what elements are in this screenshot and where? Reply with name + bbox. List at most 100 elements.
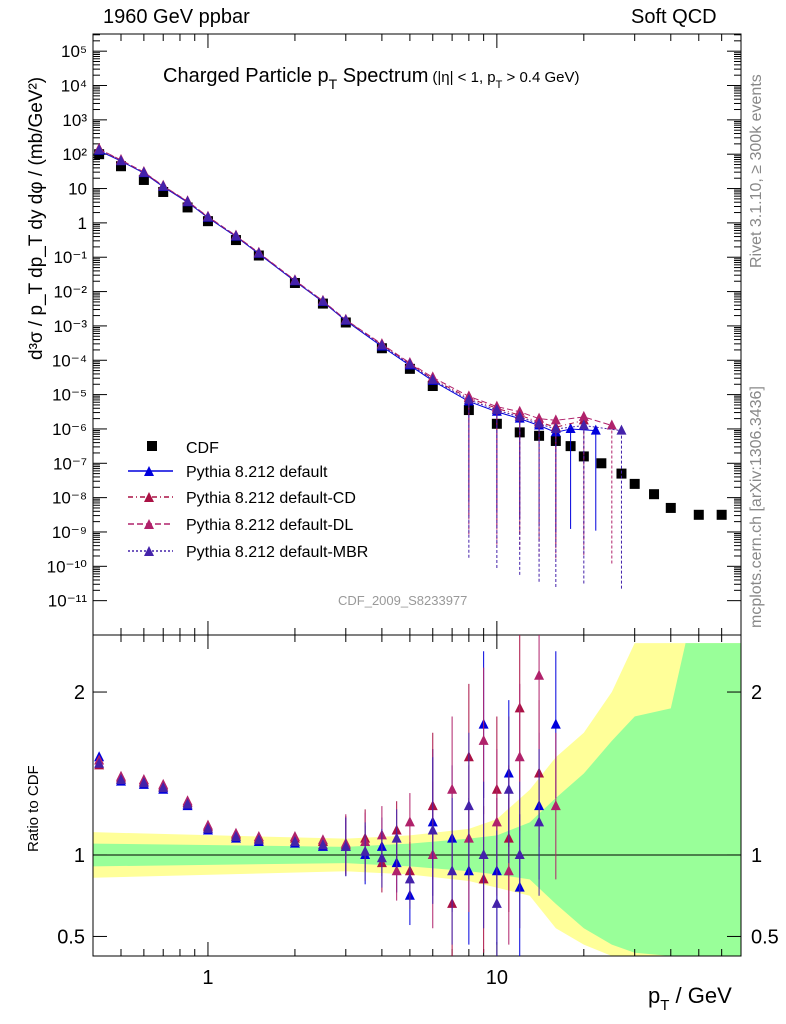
legend-label-default: Pythia 8.212 default [186,464,328,481]
legend-marker-dl [144,519,154,529]
x-axis-label: pT / GeV [648,983,732,1014]
ratio-y-tick-label-right: 2 [751,682,762,704]
x-tick-label: 1 [202,967,213,989]
ratio-point [550,800,561,811]
data-point-cdf [138,174,149,185]
legend: CDF Pythia 8.212 default Pythia 8.212 de… [128,440,368,561]
data-point [578,410,589,421]
y-tick-label: 10⁻⁶ [52,420,87,439]
ratio-point [158,782,169,793]
ratio-point [503,865,514,876]
y-tick-label: 10⁻⁸ [52,489,87,508]
main-ylabel: d³σ / p_T dp_T dy dφ / (mb/GeV²) [26,77,47,360]
ratio-series-0 [94,651,561,956]
ratio-point [182,798,193,809]
data-point [115,155,126,166]
y-tick-label: 10⁻⁹ [52,523,87,542]
legend-item-cd: Pythia 8.212 default-CD [128,490,356,507]
ratio-point [115,774,126,785]
data-point [463,393,474,404]
ratio-point [376,852,387,863]
data-point [550,422,561,433]
ratio-band-green [93,643,741,956]
legend-item-mbr: Pythia 8.212 default-MBR [128,544,368,561]
ratio-point [491,816,502,827]
series-line [98,148,612,426]
ratio-point [404,816,415,827]
ratio-point [289,835,300,846]
data-point [94,144,105,155]
y-tick-label: 10⁻¹¹ [48,592,88,611]
ratio-point [478,734,489,745]
data-point [376,339,387,350]
legend-label-cdf: CDF [186,440,219,457]
legend-marker-default [144,466,154,476]
category-label: Soft QCD [631,6,717,28]
y-tick-label: 10⁻³ [53,317,87,336]
ratio-point [463,800,474,811]
data-point [534,412,545,423]
ratio-point [202,822,213,833]
main-panel: 10⁻¹¹ 10⁻¹⁰ 10⁻⁹ 10⁻⁸ 10⁻⁷ 10⁻⁶ 10⁻⁵ 10⁻⁴ 10⁻³ 10… [47,33,742,636]
ratio-point [534,816,545,827]
data-point [606,419,617,430]
series-1 [94,144,601,533]
y-tick-label: 1 [78,214,87,233]
ratio-y-tick-label: 1 [74,845,85,867]
data-point [534,417,545,428]
ratio-point [447,783,458,794]
data-point [578,419,589,430]
data-point-cdf [182,202,193,213]
legend-item-dl: Pythia 8.212 default-DL [128,517,353,534]
legend-marker-mbr [144,546,154,556]
legend-label-mbr: Pythia 8.212 default-MBR [186,544,368,561]
ratio-point [503,783,514,794]
legend-marker-cd [144,492,154,502]
y-tick-label: 10⁻¹ [53,248,87,267]
ratio-ylabel: Ratio to CDF [25,765,42,852]
data-point-cdf [649,489,660,500]
ratio-frame [92,634,742,957]
y-tick-label: 10 [68,180,87,199]
main-title: Charged Particle pT Spectrum (|η| < 1, pT… [163,65,579,92]
ratio-point [340,840,351,851]
ratio-point [427,824,438,835]
data-point-cdf [629,478,640,489]
series-2 [94,143,589,548]
y-tick-label: 10² [62,145,87,164]
ratio-point [447,865,458,876]
ratio-panel: 1 10 0.5 0.5 1 1 2 2 [57,634,779,989]
data-point [616,424,627,435]
x-tick-label: 10 [486,967,508,989]
data-point [491,404,502,415]
y-tick-label: 10⁻⁷ [53,454,87,473]
legend-label-dl: Pythia 8.212 default-DL [186,517,353,534]
ratio-y-tick-label-right: 0.5 [751,926,779,948]
legend-label-cd: Pythia 8.212 default-CD [186,490,356,507]
data-point [565,422,576,433]
y-tick-label: 10⁻⁴ [52,351,87,370]
data-point-cdf [716,509,727,520]
ratio-point [550,718,561,729]
ratio-series-3 [94,716,545,956]
series-4 [94,144,627,591]
ratio-y-tick-label: 2 [74,682,85,704]
ratio-point [534,669,545,680]
legend-item-cdf: CDF [147,440,219,457]
data-point-cdf [427,381,438,392]
y-tick-label: 10³ [62,111,87,130]
series-line [98,149,622,432]
ratio-point [478,848,489,859]
ratio-point [317,839,328,850]
ratio-point [253,834,264,845]
ratio-y-tick-label: 0.5 [57,926,85,948]
data-point [590,424,601,435]
y-tick-label: 10⁵ [61,42,87,61]
y-tick-label: 10⁻¹⁰ [47,557,88,576]
ratio-point [491,897,502,908]
ratio-point [391,832,402,843]
data-point-cdf [693,509,704,520]
data-point-cdf [665,502,676,513]
ratio-series-1 [94,635,545,956]
